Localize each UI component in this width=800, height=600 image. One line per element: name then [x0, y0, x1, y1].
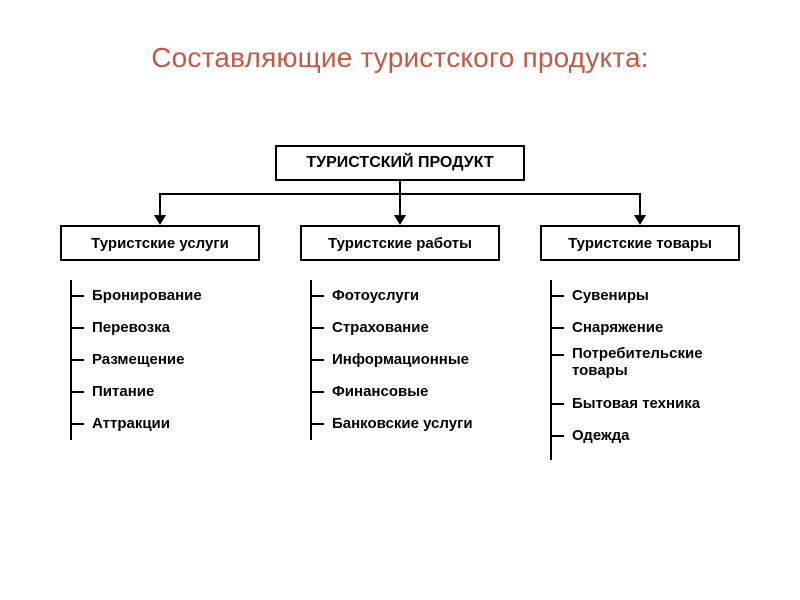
branch-label: Туристские товары — [568, 235, 712, 252]
item-label: Информационные — [332, 352, 469, 369]
branch-node: Туристские товары — [540, 225, 740, 261]
item-label: Сувениры — [572, 288, 649, 305]
connector-line — [310, 295, 324, 297]
connector-line — [550, 403, 564, 405]
arrow-down-icon — [634, 215, 646, 225]
connector-line — [550, 327, 564, 329]
slide: Составляющие туристского продукта: ТУРИС… — [0, 0, 800, 600]
item-label: Страхование — [332, 320, 429, 337]
item-label: Одежда — [572, 428, 629, 445]
item-label: Банковские услуги — [332, 416, 473, 433]
connector-line — [70, 391, 84, 393]
connector-line — [159, 193, 161, 217]
connector-line — [550, 295, 564, 297]
list-item: Перевозка — [60, 312, 280, 344]
connector-line — [399, 193, 401, 217]
item-label: Фотоуслуги — [332, 288, 419, 305]
arrow-down-icon — [154, 215, 166, 225]
item-label: Финансовые — [332, 384, 428, 401]
connector-line — [70, 359, 84, 361]
item-column: Бронирование Перевозка Размещение Питани… — [60, 280, 280, 440]
list-item: Фотоуслуги — [300, 280, 520, 312]
item-column: Сувениры Снаряжение Потребительские това… — [540, 280, 760, 452]
branch-label: Туристские услуги — [91, 235, 229, 252]
item-label: Аттракции — [92, 416, 170, 433]
connector-line — [70, 423, 84, 425]
root-label: ТУРИСТСКИЙ ПРОДУКТ — [306, 154, 493, 172]
branch-node: Туристские работы — [300, 225, 500, 261]
connector-line — [550, 354, 564, 356]
connector-line — [310, 391, 324, 393]
list-item: Питание — [60, 376, 280, 408]
item-column: Фотоуслуги Страхование Информационные Фи… — [300, 280, 520, 440]
list-item: Снаряжение — [540, 312, 760, 344]
slide-title: Составляющие туристского продукта: — [0, 42, 800, 74]
item-label: Потребительские товары — [572, 346, 760, 379]
list-item: Информационные — [300, 344, 520, 376]
connector-line — [550, 435, 564, 437]
connector-line — [70, 295, 84, 297]
list-item: Бытовая техника — [540, 388, 760, 420]
item-label: Бытовая техника — [572, 396, 700, 413]
diagram: ТУРИСТСКИЙ ПРОДУКТ Туристские услуги Тур… — [60, 145, 740, 485]
arrow-down-icon — [394, 215, 406, 225]
list-item: Одежда — [540, 420, 760, 452]
branch-node: Туристские услуги — [60, 225, 260, 261]
list-item: Банковские услуги — [300, 408, 520, 440]
item-label: Снаряжение — [572, 320, 663, 337]
item-label: Перевозка — [92, 320, 170, 337]
connector-line — [310, 327, 324, 329]
item-label: Бронирование — [92, 288, 202, 305]
list-item: Размещение — [60, 344, 280, 376]
connector-line — [310, 423, 324, 425]
branch-label: Туристские работы — [328, 235, 472, 252]
list-item: Аттракции — [60, 408, 280, 440]
connector-line — [310, 359, 324, 361]
list-item: Потребительские товары — [540, 344, 760, 388]
list-item: Финансовые — [300, 376, 520, 408]
bottom-crop-fade — [0, 470, 800, 600]
root-node: ТУРИСТСКИЙ ПРОДУКТ — [275, 145, 525, 181]
item-label: Размещение — [92, 352, 184, 369]
connector-line — [639, 193, 641, 217]
connector-line — [70, 327, 84, 329]
list-item: Бронирование — [60, 280, 280, 312]
list-item: Сувениры — [540, 280, 760, 312]
list-item: Страхование — [300, 312, 520, 344]
item-label: Питание — [92, 384, 154, 401]
